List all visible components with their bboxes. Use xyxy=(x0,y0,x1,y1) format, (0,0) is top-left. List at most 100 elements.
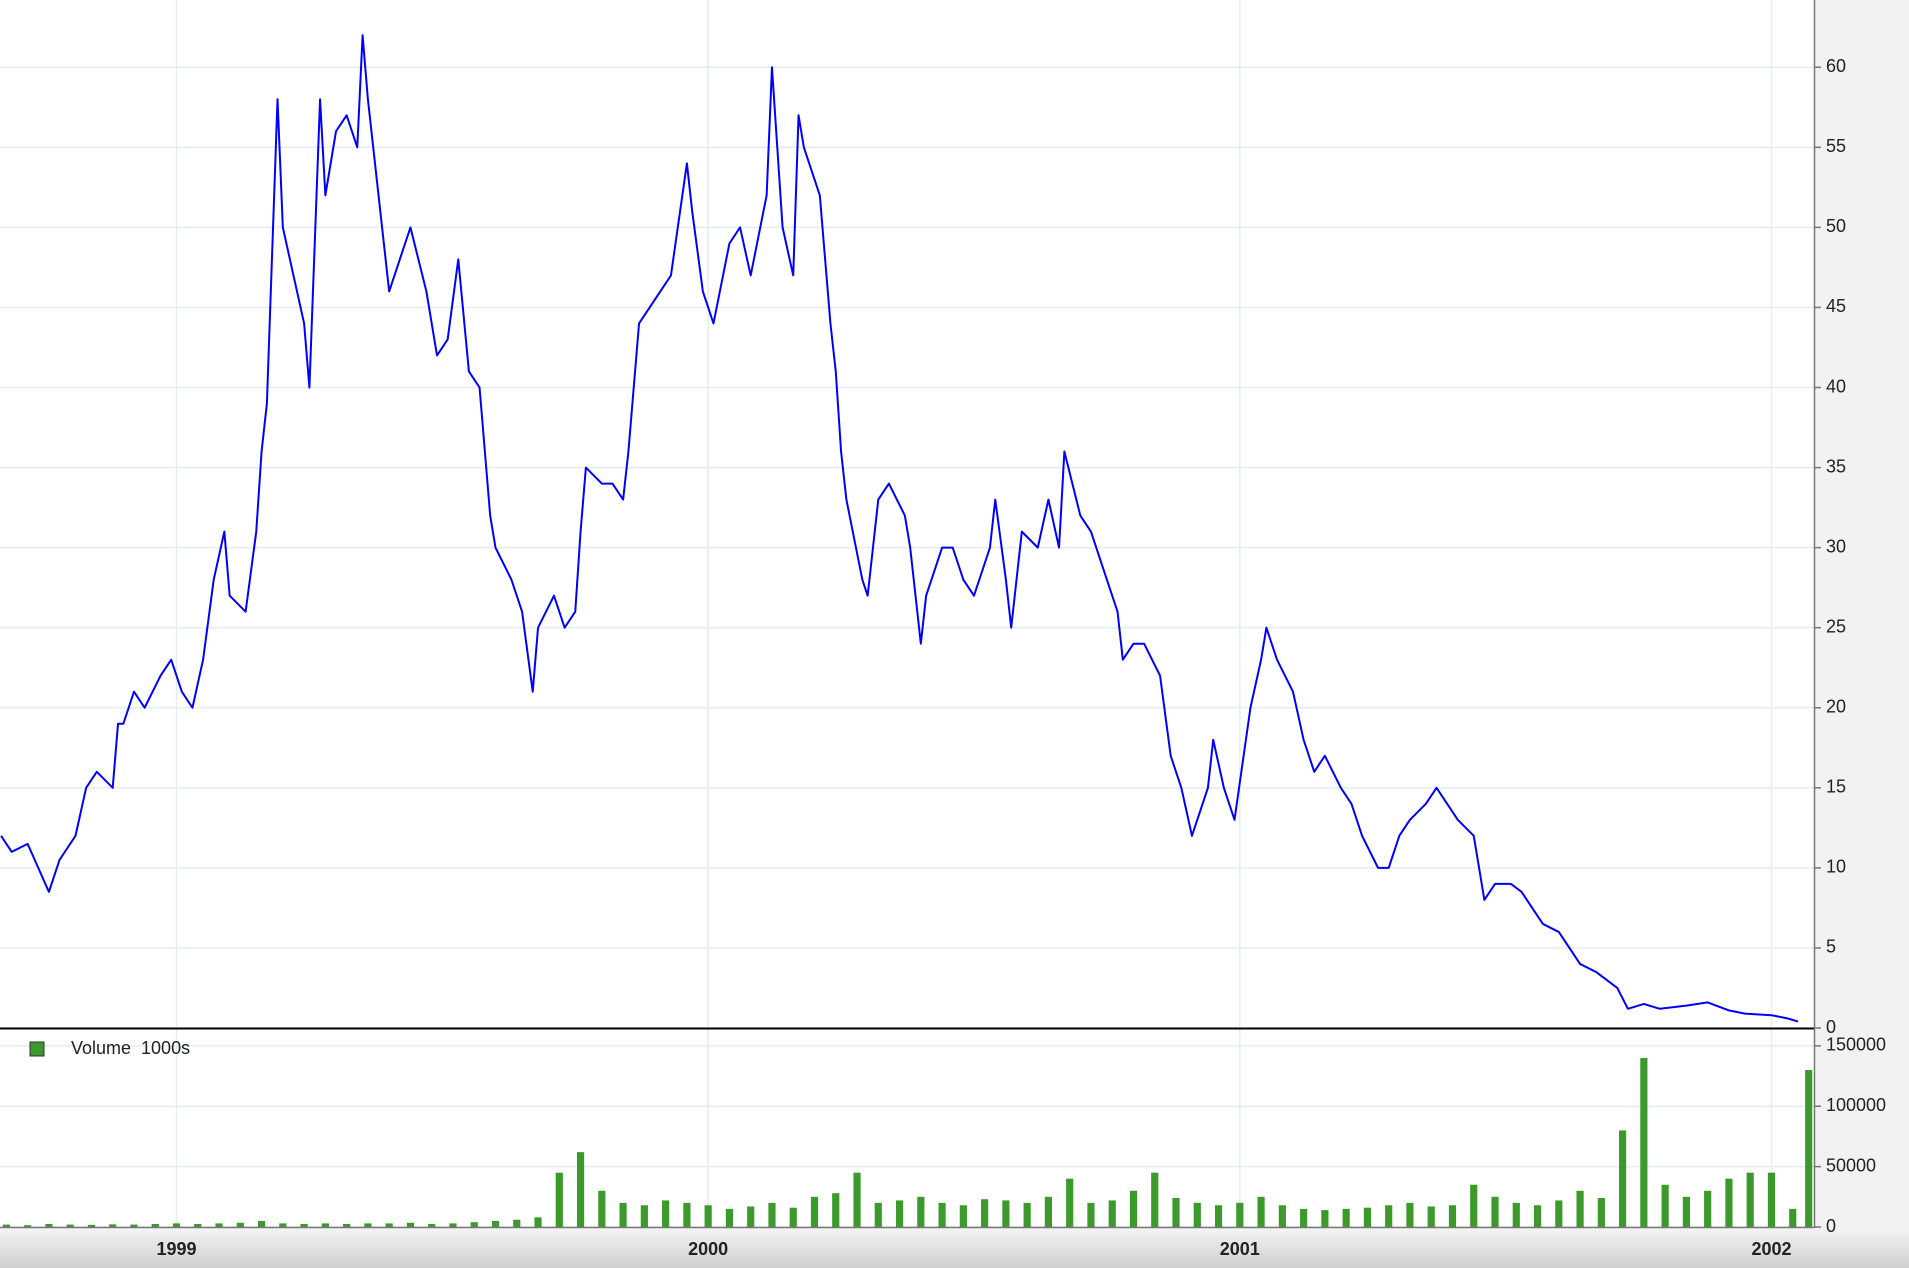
volume-bar xyxy=(300,1223,308,1227)
volume-bar xyxy=(1725,1178,1733,1227)
volume-bar xyxy=(1427,1206,1435,1227)
volume-bar xyxy=(385,1223,393,1227)
y-tick-label: 150000 xyxy=(1826,1035,1886,1055)
y-tick-label: 50000 xyxy=(1826,1155,1876,1175)
volume-bar xyxy=(194,1223,202,1227)
volume-bar xyxy=(853,1172,861,1227)
price-line xyxy=(0,34,1799,1023)
volume-bar xyxy=(1193,1202,1201,1227)
volume-bar xyxy=(1044,1196,1053,1227)
volume-bar xyxy=(1767,1172,1776,1227)
legend-swatch xyxy=(29,1041,45,1057)
y-tick-label: 0 xyxy=(1826,1216,1836,1236)
volume-bar xyxy=(938,1202,946,1227)
volume-bar xyxy=(1172,1198,1180,1227)
volume-bar xyxy=(1385,1205,1393,1227)
volume-bar xyxy=(1342,1208,1350,1227)
volume-bar xyxy=(470,1222,478,1227)
volume-bar xyxy=(172,1223,181,1227)
volume-bar xyxy=(236,1222,244,1227)
volume-bar xyxy=(1789,1208,1797,1227)
volume-bar xyxy=(279,1223,287,1227)
volume-bar xyxy=(151,1223,159,1227)
volume-bar xyxy=(1363,1207,1372,1227)
volume-bar xyxy=(1661,1184,1669,1227)
volume-bar xyxy=(959,1205,967,1227)
volume-bar xyxy=(747,1206,755,1227)
y-tick-label: 100000 xyxy=(1826,1095,1886,1115)
volume-bar xyxy=(1746,1172,1754,1227)
volume-bar xyxy=(364,1223,372,1227)
y-tick-label: 20 xyxy=(1826,697,1846,717)
volume-bar xyxy=(109,1224,117,1227)
volume-bar xyxy=(343,1223,351,1227)
volume-bar xyxy=(555,1172,563,1227)
volume-bar xyxy=(768,1202,776,1227)
volume-bar xyxy=(917,1196,925,1227)
volume-bar xyxy=(1619,1130,1627,1227)
x-axis-band xyxy=(0,1228,1909,1268)
volume-bar xyxy=(534,1217,542,1227)
volume-bar xyxy=(1321,1210,1329,1227)
x-tick-label: 2001 xyxy=(1220,1239,1260,1259)
volume-bar xyxy=(1682,1196,1690,1227)
volume-bar xyxy=(1640,1057,1648,1227)
volume-bar xyxy=(662,1200,670,1227)
volume-bar xyxy=(1805,1070,1813,1227)
y-tick-label: 50 xyxy=(1826,216,1846,236)
y-tick-label: 45 xyxy=(1826,296,1846,316)
x-tick-label: 1999 xyxy=(156,1239,196,1259)
volume-bar xyxy=(1236,1202,1244,1227)
volume-bar xyxy=(257,1220,266,1227)
volume-bar xyxy=(1214,1205,1223,1227)
y-tick-label: 0 xyxy=(1826,1017,1836,1037)
volume-bar xyxy=(1555,1200,1563,1227)
y-tick-label: 30 xyxy=(1826,536,1846,556)
y-tick-label: 15 xyxy=(1826,777,1846,797)
y-tick-label: 35 xyxy=(1826,456,1846,476)
y-tick-label: 10 xyxy=(1826,857,1846,877)
volume-bar xyxy=(66,1224,74,1227)
volume-bar xyxy=(491,1220,500,1227)
volume-bar xyxy=(1129,1190,1138,1227)
y-tick-label: 5 xyxy=(1826,937,1836,957)
volume-bar xyxy=(1257,1196,1265,1227)
volume-bar xyxy=(874,1202,882,1227)
volume-bar xyxy=(1278,1205,1286,1227)
volume-bar xyxy=(725,1208,734,1227)
y-tick-label: 55 xyxy=(1826,136,1846,156)
volume-bar xyxy=(1066,1178,1074,1227)
volume-bar xyxy=(215,1223,223,1227)
axis-panel xyxy=(1814,0,1909,1268)
volume-bar xyxy=(619,1202,627,1227)
volume-bar xyxy=(1491,1196,1499,1227)
volume-bar xyxy=(640,1205,648,1227)
volume-bar xyxy=(1023,1202,1031,1227)
volume-bar xyxy=(1576,1190,1584,1227)
volume-bar xyxy=(895,1200,904,1227)
volume-bar xyxy=(1087,1202,1095,1227)
volume-bar xyxy=(87,1224,96,1227)
volume-bar xyxy=(1406,1202,1414,1227)
volume-bar xyxy=(704,1205,712,1227)
volume-bar xyxy=(1533,1205,1542,1227)
y-tick-label: 60 xyxy=(1826,56,1846,76)
volume-bar xyxy=(1470,1184,1478,1227)
volume-bar xyxy=(2,1224,10,1227)
volume-bar xyxy=(1448,1205,1457,1227)
volume-bar xyxy=(832,1193,840,1227)
volume-bar xyxy=(1108,1200,1116,1227)
x-tick-label: 2000 xyxy=(688,1239,728,1259)
marks xyxy=(0,34,1813,1227)
volume-bar xyxy=(1300,1208,1308,1227)
axes: 0 5 10 15 20 25 30 35 40 45 50 55 60 1999 2000 2001 2002… xyxy=(29,56,1886,1259)
volume-bar xyxy=(1704,1190,1712,1227)
volume-bar xyxy=(810,1196,819,1227)
volume-bar xyxy=(789,1207,797,1227)
y-tick-label: 25 xyxy=(1826,616,1846,636)
volume-bar xyxy=(449,1223,457,1227)
volume-bar xyxy=(45,1223,53,1227)
